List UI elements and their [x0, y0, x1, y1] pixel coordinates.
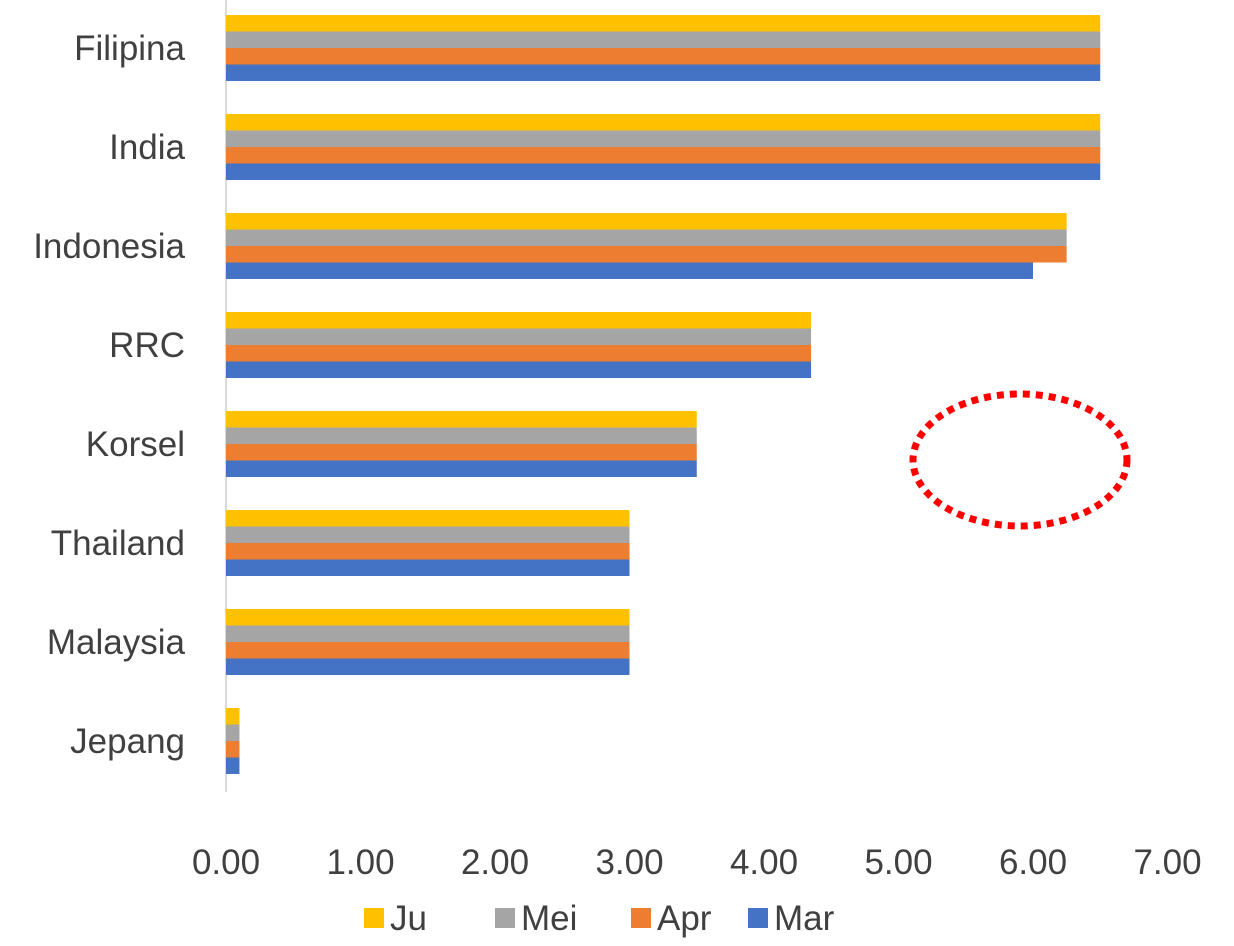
category-label: India: [109, 128, 185, 167]
x-tick-label: 1.00: [326, 843, 394, 882]
x-tick-label: 2.00: [461, 843, 529, 882]
bar-malaysia-mei: [226, 625, 630, 642]
highlight-ellipse: [909, 390, 1131, 530]
legend-label-apr: Apr: [657, 899, 712, 938]
bar-india-mar: [226, 163, 1101, 180]
legend-swatch-apr: [631, 908, 651, 928]
bar-rrc-mar: [226, 361, 812, 378]
bar-indonesia-mar: [226, 262, 1033, 279]
legend-label-mei: Mei: [521, 899, 577, 938]
bar-indonesia-apr: [226, 246, 1067, 263]
legend-label-mar: Mar: [774, 899, 835, 938]
legend-swatch-mar: [748, 908, 768, 928]
x-tick-label: 0.00: [192, 843, 260, 882]
bar-malaysia-mar: [226, 658, 630, 675]
category-label: RRC: [109, 326, 185, 365]
bar-korsel-mei: [226, 427, 697, 444]
category-label: Jepang: [70, 722, 185, 761]
bar-filipina-mei: [226, 31, 1101, 48]
bar-india-apr: [226, 147, 1101, 164]
bar-filipina-apr: [226, 48, 1101, 65]
legend-label-ju: Ju: [390, 899, 427, 938]
bar-india-mei: [226, 130, 1101, 147]
x-tick-label: 6.00: [999, 843, 1067, 882]
bar-korsel-mar: [226, 460, 697, 477]
category-label: Indonesia: [33, 227, 185, 266]
bar-indonesia-ju: [226, 213, 1067, 230]
x-tick-label: 4.00: [730, 843, 798, 882]
category-label: Filipina: [74, 29, 185, 68]
legend-swatch-ju: [364, 908, 384, 928]
x-tick-label: 5.00: [864, 843, 932, 882]
bar-korsel-apr: [226, 444, 697, 461]
legend: Ju Mei Apr Mar: [364, 899, 835, 938]
bar-jepang-mar: [226, 757, 240, 774]
legend-swatch-mei: [495, 908, 515, 928]
bar-thailand-mar: [226, 559, 630, 576]
category-label: Thailand: [51, 524, 185, 563]
bar-indonesia-mei: [226, 229, 1067, 246]
bar-korsel-ju: [226, 411, 697, 428]
bars-layer: [226, 15, 1101, 774]
bar-filipina-mar: [226, 64, 1101, 81]
bar-thailand-apr: [226, 543, 630, 560]
bar-rrc-mei: [226, 328, 812, 345]
category-labels: Filipina India Indonesia RRC Korsel Thailand M…: [33, 29, 185, 761]
bar-malaysia-ju: [226, 609, 630, 626]
bar-malaysia-apr: [226, 642, 630, 659]
bar-thailand-ju: [226, 510, 630, 527]
bar-jepang-apr: [226, 741, 240, 758]
x-tick-labels: 0.00 1.00 2.00 3.00 4.00 5.00 6.00 7.00: [192, 843, 1202, 882]
bar-rrc-apr: [226, 345, 812, 362]
annotation-layer: [909, 390, 1131, 530]
bar-rrc-ju: [226, 312, 812, 329]
bar-thailand-mei: [226, 526, 630, 543]
category-label: Malaysia: [47, 623, 186, 662]
bar-jepang-mei: [226, 724, 240, 741]
x-tick-label: 7.00: [1133, 843, 1201, 882]
category-label: Korsel: [86, 425, 185, 464]
bar-india-ju: [226, 114, 1101, 131]
bar-filipina-ju: [226, 15, 1101, 32]
bar-jepang-ju: [226, 708, 240, 725]
x-tick-label: 3.00: [595, 843, 663, 882]
